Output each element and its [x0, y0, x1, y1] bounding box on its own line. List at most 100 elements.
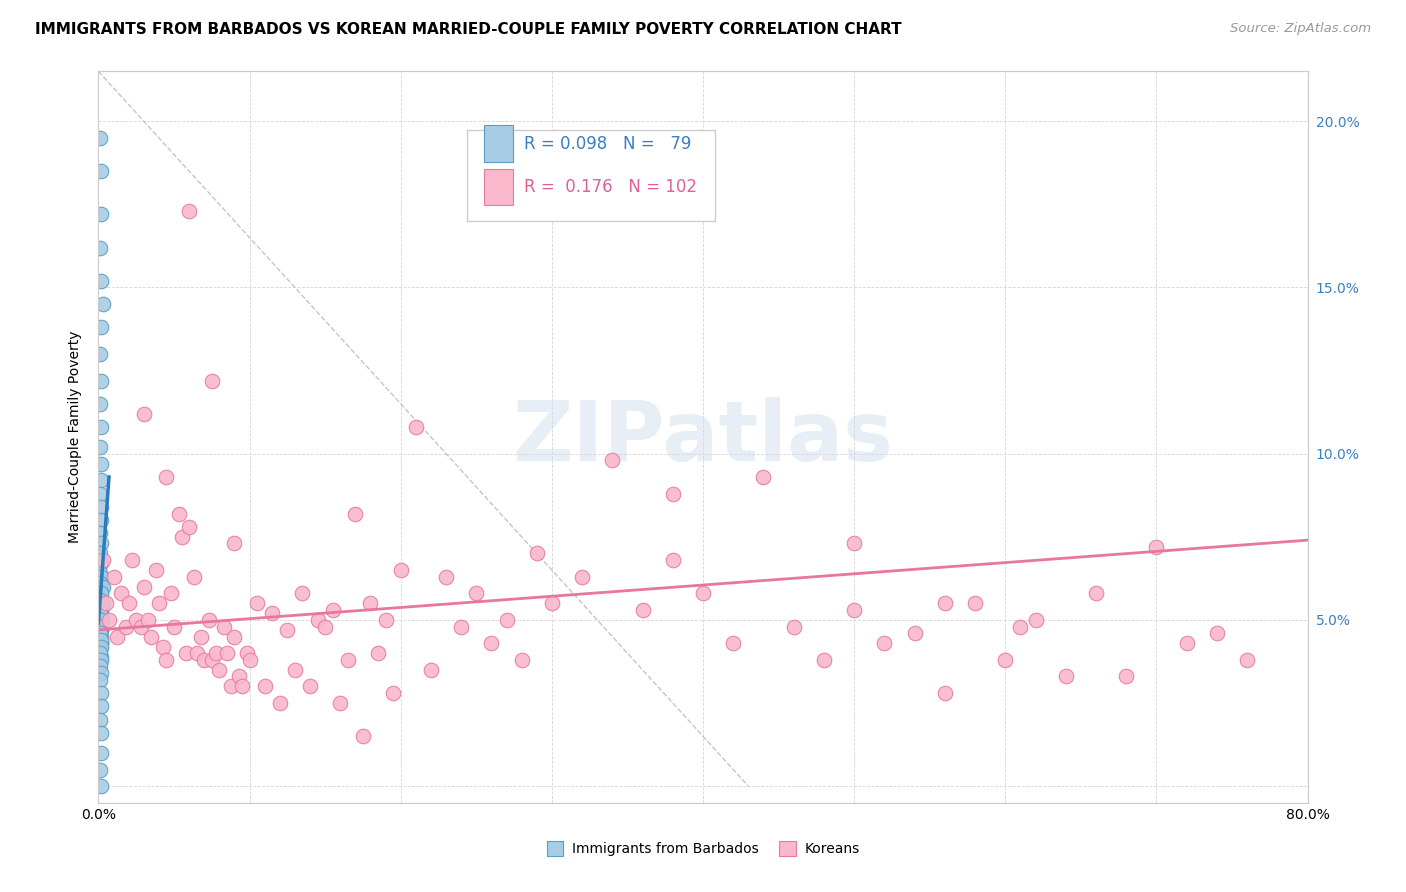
Point: [89, 673, 111, 687]
Text: ZIPatlas: ZIPatlas: [513, 397, 893, 477]
Point: [752, 470, 775, 484]
Point: [571, 570, 593, 584]
Point: [360, 596, 382, 610]
Point: [1010, 619, 1032, 633]
Point: [221, 680, 243, 694]
Point: [526, 546, 548, 560]
Point: [90, 457, 112, 471]
Point: [90, 164, 112, 178]
Point: [89, 546, 111, 560]
Point: [155, 470, 177, 484]
Point: [1024, 613, 1046, 627]
Point: [291, 586, 314, 600]
Point: [965, 596, 987, 610]
Point: [89, 603, 111, 617]
Y-axis label: Married-Couple Family Poverty: Married-Couple Family Poverty: [69, 331, 83, 543]
Point: [90, 746, 112, 760]
Point: [90, 653, 112, 667]
Point: [90, 500, 112, 514]
Point: [235, 646, 257, 660]
Point: [201, 374, 224, 388]
Point: [89, 397, 111, 411]
Point: [90, 580, 112, 594]
Point: [90, 513, 112, 527]
Point: [208, 663, 231, 677]
Point: [90, 636, 112, 650]
Point: [89, 646, 111, 660]
Point: [692, 586, 714, 600]
Point: [205, 646, 228, 660]
Point: [89, 131, 111, 145]
Point: [90, 557, 112, 571]
Point: [215, 646, 238, 660]
Point: [374, 613, 396, 627]
Point: [934, 596, 956, 610]
Point: [90, 274, 112, 288]
Point: [89, 619, 111, 633]
Point: [661, 553, 683, 567]
Point: [90, 613, 112, 627]
Point: [352, 729, 374, 743]
Point: [90, 636, 112, 650]
Point: [160, 586, 183, 600]
Point: [367, 646, 389, 660]
Point: [1206, 626, 1229, 640]
Point: [90, 603, 112, 617]
Point: [212, 619, 235, 633]
Point: [91, 297, 114, 311]
Point: [90, 573, 112, 587]
FancyBboxPatch shape: [467, 130, 716, 221]
Point: [98, 613, 121, 627]
Point: [783, 619, 806, 633]
Point: [91, 596, 114, 610]
Point: [197, 613, 219, 627]
Point: [89, 643, 111, 657]
Point: [495, 613, 517, 627]
Point: [90, 420, 112, 434]
Point: [118, 596, 141, 610]
Point: [90, 630, 112, 644]
Point: [224, 536, 246, 550]
Point: [723, 636, 745, 650]
Point: [89, 593, 111, 607]
Point: [90, 640, 112, 654]
Point: [90, 374, 112, 388]
Point: [344, 507, 367, 521]
Point: [110, 586, 132, 600]
Point: [89, 596, 111, 610]
Point: [844, 603, 866, 617]
Point: [510, 653, 533, 667]
Point: [540, 596, 562, 610]
Point: [873, 636, 896, 650]
Point: [844, 536, 866, 550]
Point: [90, 570, 112, 584]
Text: IMMIGRANTS FROM BARBADOS VS KOREAN MARRIED-COUPLE FAMILY POVERTY CORRELATION CHA: IMMIGRANTS FROM BARBADOS VS KOREAN MARRI…: [35, 22, 901, 37]
Point: [262, 607, 284, 621]
Point: [90, 590, 112, 604]
Point: [89, 347, 111, 361]
Point: [90, 666, 112, 681]
Point: [90, 599, 112, 614]
Point: [336, 653, 359, 667]
Point: [132, 580, 155, 594]
Point: [389, 563, 412, 577]
Point: [90, 649, 112, 664]
Point: [89, 440, 111, 454]
Point: [90, 726, 112, 740]
Point: [253, 680, 276, 694]
Point: [90, 207, 112, 221]
Point: [90, 686, 112, 700]
Point: [307, 613, 329, 627]
Point: [276, 623, 298, 637]
Point: [904, 626, 927, 640]
Point: [89, 486, 111, 500]
Text: Source: ZipAtlas.com: Source: ZipAtlas.com: [1230, 22, 1371, 36]
Point: [90, 699, 112, 714]
Point: [90, 603, 112, 617]
Point: [89, 576, 111, 591]
Point: [420, 663, 443, 677]
Point: [114, 619, 136, 633]
Point: [186, 646, 208, 660]
Point: [602, 453, 624, 467]
Point: [132, 407, 155, 421]
